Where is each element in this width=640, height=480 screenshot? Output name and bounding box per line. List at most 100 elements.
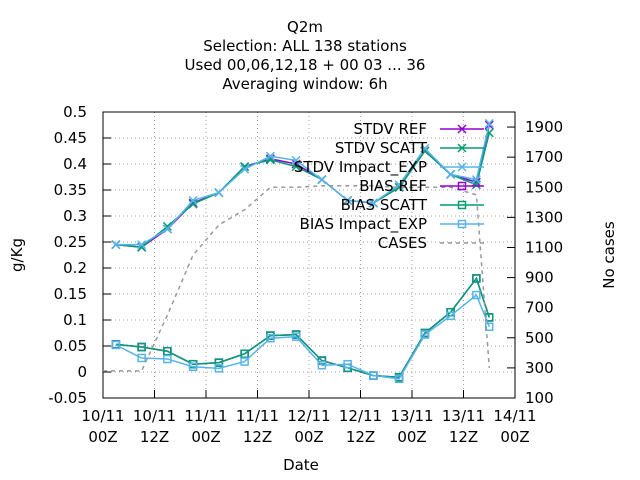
x-axis-ticks: 10/11 00Z 10/11 12Z 11/11 00Z 11/11 12Z 12/11 00Z… — [81, 390, 537, 446]
legend-marker — [457, 200, 467, 210]
data-point — [420, 146, 430, 156]
x-tick-label: 00Z — [191, 428, 220, 446]
data-point — [368, 198, 378, 208]
data-point — [214, 364, 224, 373]
y2-tick-label: 900 — [525, 269, 554, 287]
y-tick-label: 0.3 — [63, 207, 87, 225]
legend-entry: STDV Impact_EXP — [294, 158, 427, 177]
series-line — [115, 276, 491, 378]
title-line: Used 00,06,12,18 + 00 03 ... 36 — [185, 56, 426, 74]
y2-axis-label: No cases — [600, 221, 618, 289]
legend-marker — [457, 143, 467, 153]
y-tick-label: 0.45 — [54, 129, 87, 147]
legend-marker — [457, 162, 467, 172]
y-tick-label: 0.4 — [63, 155, 87, 173]
legend-marker — [457, 219, 467, 229]
x-axis-label: Date — [283, 456, 319, 474]
data-point — [343, 195, 353, 205]
data-point — [137, 342, 146, 352]
x-tick-label: 12/11 — [339, 407, 382, 425]
y-axis-ticks: 0.5 0.45 0.4 0.35 0.3 0.25 0.2 0.15 0.1 0.05 0 -0.0… — [48, 103, 111, 407]
x-tick-label: 13/11 — [442, 407, 485, 425]
legend-marker — [457, 181, 467, 191]
data-point — [472, 290, 481, 300]
legend-entry: CASES — [378, 234, 427, 252]
x-tick-label: 00Z — [88, 428, 117, 446]
data-point — [188, 195, 198, 205]
y-tick-label: 0.35 — [54, 181, 87, 199]
data-point — [214, 188, 224, 198]
x-tick-label: 12/11 — [287, 407, 330, 425]
data-point — [317, 360, 327, 370]
title-line: Q2m — [287, 18, 323, 36]
y-tick-label: 0.05 — [54, 337, 87, 355]
legend-entry: STDV REF — [353, 120, 427, 138]
legend-entry: BIAS Impact_EXP — [300, 215, 427, 234]
data-point — [137, 240, 147, 250]
data-point — [394, 374, 404, 384]
data-point — [369, 371, 378, 380]
data-point — [240, 162, 250, 172]
y-tick-label: 0.15 — [54, 285, 87, 303]
data-point — [446, 311, 455, 321]
data-point — [188, 199, 198, 209]
data-point — [240, 164, 250, 174]
data-point — [163, 346, 172, 356]
data-point — [471, 175, 481, 185]
x-tick-label: 00Z — [397, 428, 426, 446]
x-tick-label: 14/11 — [493, 407, 536, 425]
y-tick-label: -0.05 — [48, 389, 87, 407]
data-point — [162, 221, 172, 231]
data-point — [446, 169, 456, 179]
data-point — [240, 349, 249, 359]
legend-entry: STDV SCATT — [335, 139, 428, 157]
x-tick-label: 00Z — [500, 428, 529, 446]
title-line: Averaging window: 6h — [222, 75, 387, 93]
x-tick-label: 13/11 — [390, 407, 433, 425]
y2-tick-label: 300 — [525, 359, 554, 377]
data-point — [162, 224, 172, 234]
series-lines — [103, 118, 494, 384]
series-line — [115, 123, 491, 246]
y2-tick-label: 500 — [525, 329, 554, 347]
data-point — [343, 359, 352, 369]
series-line — [103, 185, 491, 372]
y2-tick-label: 1100 — [525, 238, 563, 256]
y-tick-label: 0 — [77, 363, 87, 381]
y2-tick-label: 1300 — [525, 208, 563, 226]
legend-marker — [457, 124, 467, 134]
x-tick-label: 12Z — [140, 428, 169, 446]
data-point — [240, 357, 249, 366]
y2-tick-label: 1700 — [525, 148, 563, 166]
data-point — [291, 332, 301, 341]
data-point — [317, 175, 327, 185]
data-point — [472, 274, 481, 283]
data-point — [484, 118, 494, 128]
y-tick-label: 0.5 — [63, 103, 87, 121]
y2-tick-label: 1500 — [525, 178, 563, 196]
data-point — [188, 362, 198, 372]
x-tick-label: 10/11 — [133, 407, 176, 425]
y-axis-label: g/Kg — [8, 238, 26, 272]
x-tick-label: 11/11 — [184, 407, 227, 425]
data-point — [266, 333, 275, 343]
y-tick-label: 0.1 — [63, 311, 87, 329]
legend-entry: BIAS SCATT — [341, 196, 428, 214]
y2-axis-ticks: 1900 1700 1500 1300 1100 900 700 500 300 100 — [507, 118, 563, 407]
title-line: Selection: ALL 138 stations — [203, 37, 407, 55]
data-point — [214, 358, 224, 367]
x-tick-label: 12Z — [346, 428, 375, 446]
y2-tick-label: 1900 — [525, 118, 563, 136]
data-point — [420, 143, 430, 153]
y2-tick-label: 100 — [525, 389, 554, 407]
x-tick-label: 11/11 — [236, 407, 279, 425]
y2-tick-label: 700 — [525, 299, 554, 317]
data-point — [291, 155, 301, 165]
data-point — [265, 151, 275, 161]
y-tick-label: 0.25 — [54, 233, 87, 251]
data-point — [137, 353, 146, 363]
x-tick-label: 10/11 — [81, 407, 124, 425]
